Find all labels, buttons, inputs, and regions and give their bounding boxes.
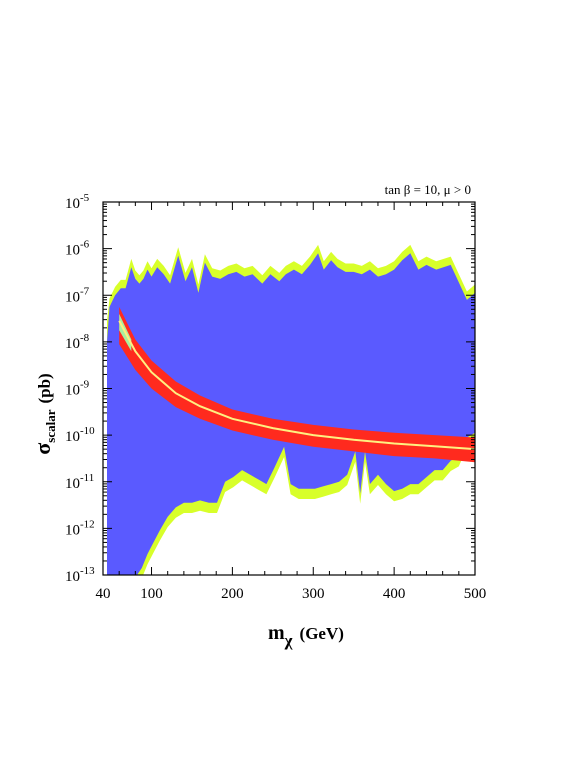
axis-ticks bbox=[102, 201, 476, 576]
y-tick-label: 10-11 bbox=[65, 472, 94, 492]
y-tick-label: 10-8 bbox=[65, 332, 90, 352]
x-axis-unit: (GeV) bbox=[300, 624, 344, 643]
x-tick-label: 100 bbox=[140, 586, 163, 602]
center-line bbox=[118, 320, 475, 451]
y-axis-subscript: scalar bbox=[43, 409, 58, 442]
x-axis-symbol: m bbox=[268, 622, 285, 644]
x-tick-label: 300 bbox=[302, 586, 325, 602]
y-axis-unit: (pb) bbox=[35, 373, 54, 403]
y-tick-label: 10-12 bbox=[65, 518, 95, 538]
y-tick-label: 10-9 bbox=[65, 379, 90, 399]
blue-allowed-region bbox=[107, 253, 475, 575]
x-tick-label: 200 bbox=[221, 586, 244, 602]
x-axis-title: mχ (GeV) bbox=[268, 622, 344, 650]
x-tick-labels: 40 100 200 300 400 500 bbox=[96, 586, 487, 602]
x-tick-label: 400 bbox=[383, 586, 406, 602]
y-axis-title: σscalar (pb) bbox=[30, 373, 58, 454]
x-tick-label: 500 bbox=[464, 586, 487, 602]
y-tick-label: 10-5 bbox=[65, 192, 90, 212]
y-tick-label: 10-6 bbox=[65, 239, 90, 259]
x-tick-label: 40 bbox=[96, 586, 111, 602]
y-tick-label: 10-13 bbox=[65, 565, 95, 585]
x-axis-subscript: χ bbox=[284, 631, 293, 650]
y-tick-label: 10-7 bbox=[65, 285, 90, 305]
y-tick-label: 10-10 bbox=[65, 425, 95, 445]
y-axis-symbol: σ bbox=[30, 443, 55, 455]
annotation-text: tan β = 10, μ > 0 bbox=[385, 182, 471, 197]
y-tick-labels: 10-13 10-12 10-11 10-10 10-9 10-8 10-7 10-6 10-5 bbox=[65, 192, 95, 585]
